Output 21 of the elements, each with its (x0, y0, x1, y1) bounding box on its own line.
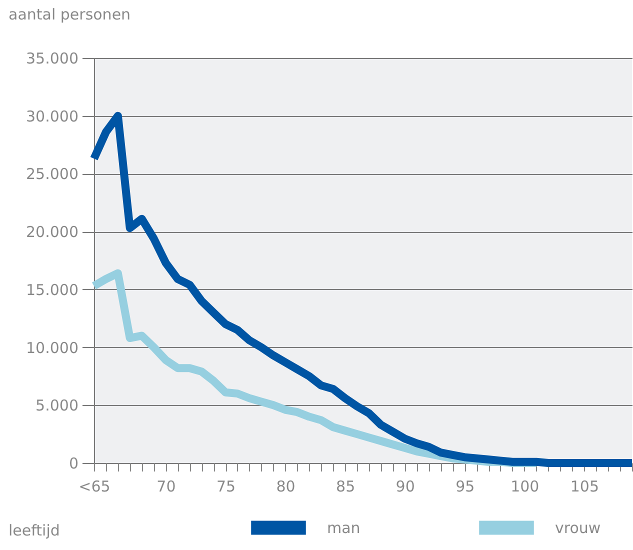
x-tick-label: 70 (156, 478, 176, 496)
legend-label: man (327, 518, 360, 537)
x-tick-label: 100 (510, 478, 540, 496)
y-axis-title: aantal personen (8, 6, 131, 24)
x-tick-label: 95 (456, 478, 475, 496)
y-tick-label: 5.000 (36, 396, 78, 415)
x-tick-label: 90 (396, 478, 415, 496)
y-tick-label: 10.000 (26, 338, 78, 357)
y-tick-label: 35.000 (26, 50, 78, 68)
y-tick-label: 30.000 (26, 107, 78, 126)
x-tick-label: 80 (276, 478, 296, 496)
x-tick-label: 85 (336, 478, 356, 496)
x-tick-label: 105 (570, 478, 599, 496)
y-tick-label: 20.000 (26, 223, 78, 242)
y-tick-label: 25.000 (26, 165, 78, 184)
y-tick-label: 15.000 (26, 280, 78, 299)
y-tick-label: 0 (68, 454, 78, 472)
x-tick-label: 75 (216, 478, 236, 496)
x-tick-label: <65 (78, 478, 110, 496)
x-axis-title: leeftijd (8, 522, 60, 540)
legend-label: vrouw (555, 518, 601, 537)
